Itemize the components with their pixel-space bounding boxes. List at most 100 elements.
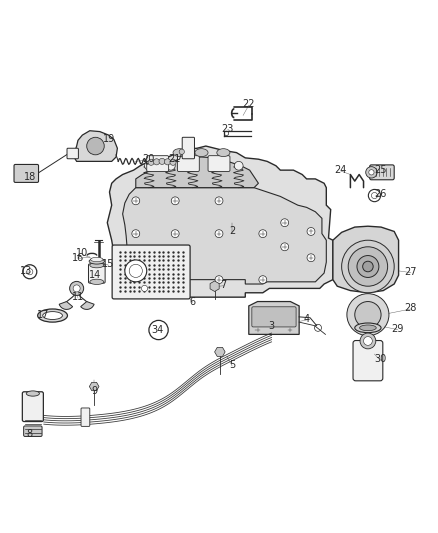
Ellipse shape [91, 257, 103, 262]
Text: 26: 26 [374, 189, 386, 199]
Ellipse shape [38, 309, 67, 322]
Circle shape [179, 149, 184, 155]
Circle shape [363, 261, 373, 272]
Circle shape [129, 264, 142, 278]
Circle shape [366, 167, 377, 178]
Circle shape [70, 281, 84, 295]
Ellipse shape [195, 149, 208, 157]
FancyBboxPatch shape [147, 156, 169, 172]
Text: 15: 15 [102, 260, 115, 269]
Circle shape [259, 230, 267, 238]
Text: 9: 9 [91, 386, 97, 397]
Ellipse shape [26, 391, 39, 396]
Text: 27: 27 [405, 266, 417, 277]
Circle shape [360, 333, 376, 349]
Text: 19: 19 [102, 134, 115, 144]
Circle shape [148, 159, 154, 165]
Circle shape [171, 197, 179, 205]
Circle shape [132, 230, 140, 238]
Ellipse shape [42, 312, 62, 319]
FancyBboxPatch shape [112, 245, 190, 299]
Ellipse shape [217, 149, 230, 157]
Circle shape [125, 260, 147, 282]
FancyBboxPatch shape [14, 165, 39, 182]
Text: 24: 24 [335, 165, 347, 175]
Circle shape [28, 172, 33, 177]
Polygon shape [74, 131, 117, 161]
Text: 6: 6 [190, 296, 196, 306]
Polygon shape [333, 226, 399, 293]
Text: 4: 4 [304, 314, 310, 324]
FancyBboxPatch shape [208, 156, 230, 172]
Text: 8: 8 [27, 429, 33, 439]
Circle shape [281, 243, 289, 251]
Text: 13: 13 [20, 266, 32, 276]
Wedge shape [81, 302, 94, 310]
Text: 34: 34 [152, 325, 164, 335]
Text: 11: 11 [72, 292, 84, 302]
Ellipse shape [360, 325, 376, 330]
Text: 22: 22 [243, 100, 255, 109]
Text: 17: 17 [37, 310, 49, 320]
Circle shape [307, 228, 315, 236]
Circle shape [132, 276, 140, 284]
Circle shape [307, 254, 315, 262]
Circle shape [73, 285, 80, 292]
Polygon shape [123, 188, 326, 284]
Text: 23: 23 [222, 124, 234, 134]
Circle shape [355, 302, 381, 328]
Polygon shape [249, 302, 299, 334]
Circle shape [153, 159, 159, 165]
Text: 7: 7 [220, 280, 226, 290]
FancyBboxPatch shape [370, 165, 394, 180]
FancyBboxPatch shape [81, 408, 90, 426]
Circle shape [254, 327, 261, 334]
Text: 16: 16 [72, 253, 84, 263]
Circle shape [348, 247, 388, 286]
Circle shape [132, 197, 140, 205]
FancyBboxPatch shape [67, 148, 78, 159]
Text: 5: 5 [229, 360, 235, 370]
Text: 3: 3 [268, 321, 275, 330]
Circle shape [212, 161, 221, 170]
Circle shape [281, 219, 289, 227]
Wedge shape [59, 302, 73, 310]
Circle shape [19, 172, 25, 177]
Text: 28: 28 [405, 303, 417, 313]
Text: 2: 2 [229, 227, 235, 237]
Circle shape [364, 336, 372, 345]
Circle shape [171, 230, 179, 238]
Circle shape [215, 197, 223, 205]
FancyBboxPatch shape [182, 138, 194, 159]
Polygon shape [107, 146, 333, 297]
Ellipse shape [89, 259, 105, 264]
Ellipse shape [90, 263, 104, 268]
Polygon shape [136, 157, 258, 188]
Circle shape [171, 276, 179, 284]
Circle shape [215, 276, 223, 284]
Circle shape [215, 230, 223, 238]
Circle shape [164, 159, 170, 165]
Circle shape [259, 276, 267, 284]
Text: 14: 14 [89, 270, 102, 280]
Text: 10: 10 [76, 248, 88, 259]
FancyBboxPatch shape [88, 264, 105, 283]
Text: 21: 21 [168, 154, 180, 164]
Text: 18: 18 [24, 172, 36, 182]
FancyBboxPatch shape [24, 426, 42, 437]
Text: 20: 20 [142, 154, 154, 164]
FancyBboxPatch shape [22, 392, 43, 422]
FancyBboxPatch shape [353, 341, 383, 381]
Text: 30: 30 [374, 354, 386, 365]
Circle shape [159, 158, 165, 165]
Ellipse shape [355, 323, 381, 333]
Circle shape [287, 327, 294, 334]
Circle shape [145, 161, 153, 170]
Text: 25: 25 [374, 165, 386, 175]
FancyBboxPatch shape [252, 307, 296, 327]
Circle shape [188, 161, 197, 170]
Ellipse shape [90, 279, 104, 285]
Circle shape [234, 161, 243, 170]
Circle shape [342, 240, 394, 293]
Circle shape [369, 169, 374, 175]
